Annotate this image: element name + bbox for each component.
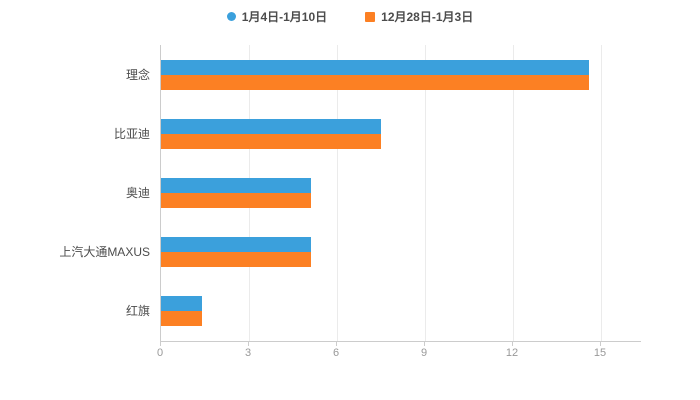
- legend-marker-series2-icon: [365, 11, 376, 22]
- plot-area: [160, 45, 602, 342]
- bar-series2[interactable]: [161, 311, 203, 327]
- legend: 1月4日-1月10日 12月28日-1月3日: [0, 8, 700, 25]
- bar-series2[interactable]: [161, 74, 590, 90]
- bar-series1[interactable]: [161, 59, 590, 75]
- x-axis-tick-label: 6: [332, 347, 340, 359]
- x-axis-tick-label: 9: [420, 347, 428, 359]
- x-axis-tick-label: 12: [505, 347, 519, 359]
- x-axis-tick-label: 0: [156, 347, 164, 359]
- y-axis-category-label: 奥迪: [125, 186, 150, 200]
- x-axis-tick-label: 3: [244, 347, 252, 359]
- x-axis-tick-label: 15: [593, 347, 607, 359]
- x-axis-tick: [248, 342, 249, 346]
- y-axis-category-label: 红旗: [125, 304, 150, 319]
- bar-series1[interactable]: [161, 296, 203, 312]
- bar-series2[interactable]: [161, 193, 311, 208]
- bar-series2[interactable]: [161, 133, 381, 149]
- legend-marker-series1-icon: [226, 12, 236, 21]
- x-axis-line-extension: [601, 341, 641, 342]
- legend-item-series2[interactable]: 12月28日-1月3日: [365, 8, 473, 25]
- x-axis-tick: [600, 342, 601, 346]
- gridline: [337, 45, 338, 341]
- y-axis-category-label: 比亚迪: [113, 126, 150, 141]
- x-axis-tick: [160, 342, 161, 346]
- bar-series2[interactable]: [161, 252, 311, 268]
- bar-series1[interactable]: [161, 178, 311, 193]
- bar-series1[interactable]: [161, 237, 311, 253]
- legend-label-series2: 12月28日-1月3日: [381, 10, 474, 24]
- legend-item-series1[interactable]: 1月4日-1月10日: [226, 8, 328, 25]
- gridline: [513, 45, 514, 341]
- legend-label-series1: 1月4日-1月10日: [241, 10, 328, 24]
- bar-series1[interactable]: [161, 118, 381, 134]
- x-axis-tick: [512, 342, 513, 346]
- x-axis-tick: [336, 342, 337, 346]
- x-axis-tick: [424, 342, 425, 346]
- y-axis-category-label: 上汽大通MAXUS: [59, 245, 150, 260]
- gridline: [425, 45, 426, 341]
- y-axis-category-label: 理念: [125, 67, 150, 82]
- gridline: [601, 45, 602, 341]
